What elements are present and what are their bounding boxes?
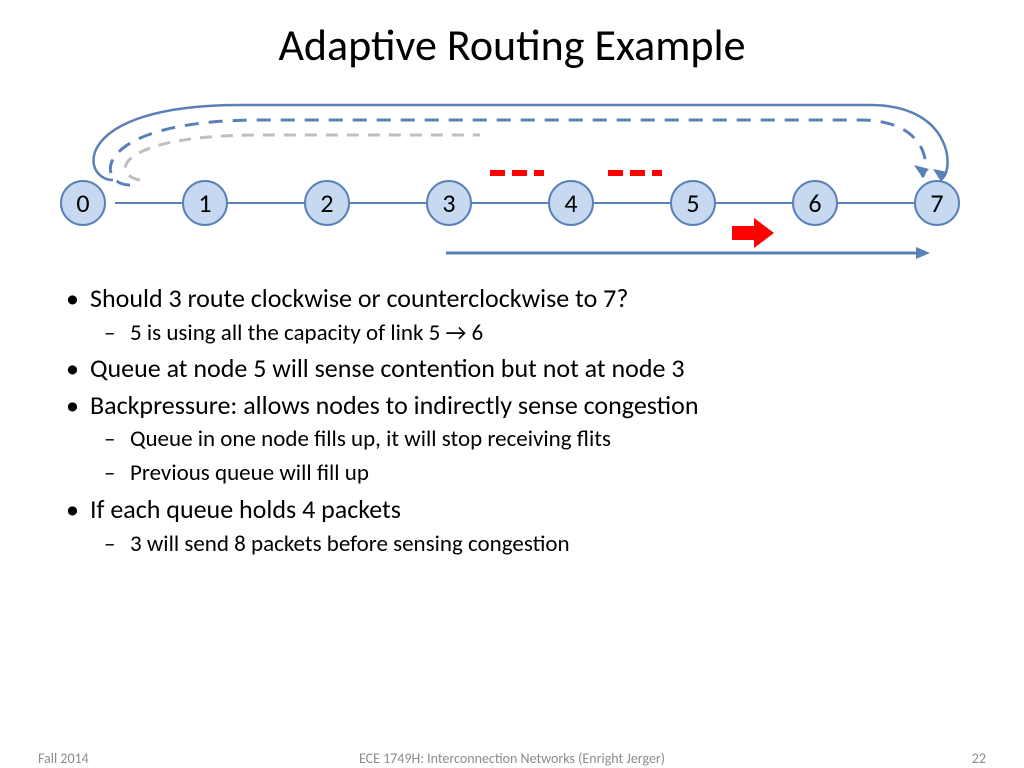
bullet-5: Previous queue will fill up: [60, 459, 964, 489]
node-1: 1: [182, 180, 228, 226]
bullet-3: Backpressure: allows nodes to indirectly…: [60, 389, 964, 422]
network-diagram: 0 1 2 3 4 5 6 7: [60, 85, 960, 270]
bullet-4: Queue in one node fills up, it will stop…: [60, 425, 964, 455]
bullet-1: 5 is using all the capacity of link 5 → …: [60, 319, 964, 349]
footer-page-number: 22: [972, 750, 986, 767]
node-2: 2: [304, 180, 350, 226]
bullet-6: If each queue holds 4 packets: [60, 493, 964, 526]
node-4: 4: [548, 180, 594, 226]
node-5: 5: [670, 180, 716, 226]
node-3: 3: [426, 180, 472, 226]
bullet-0: Should 3 route clockwise or counterclock…: [60, 282, 964, 315]
footer-course: ECE 1749H: Interconnection Networks (Enr…: [0, 750, 1024, 767]
node-7: 7: [914, 180, 960, 226]
bullet-content: Should 3 route clockwise or counterclock…: [60, 282, 964, 564]
node-0: 0: [60, 180, 106, 226]
bullet-7: 3 will send 8 packets before sensing con…: [60, 530, 964, 560]
slide-title: Adaptive Routing Example: [0, 0, 1024, 72]
bullet-2: Queue at node 5 will sense contention bu…: [60, 352, 964, 385]
node-6: 6: [792, 180, 838, 226]
diagram-svg: [60, 85, 960, 270]
